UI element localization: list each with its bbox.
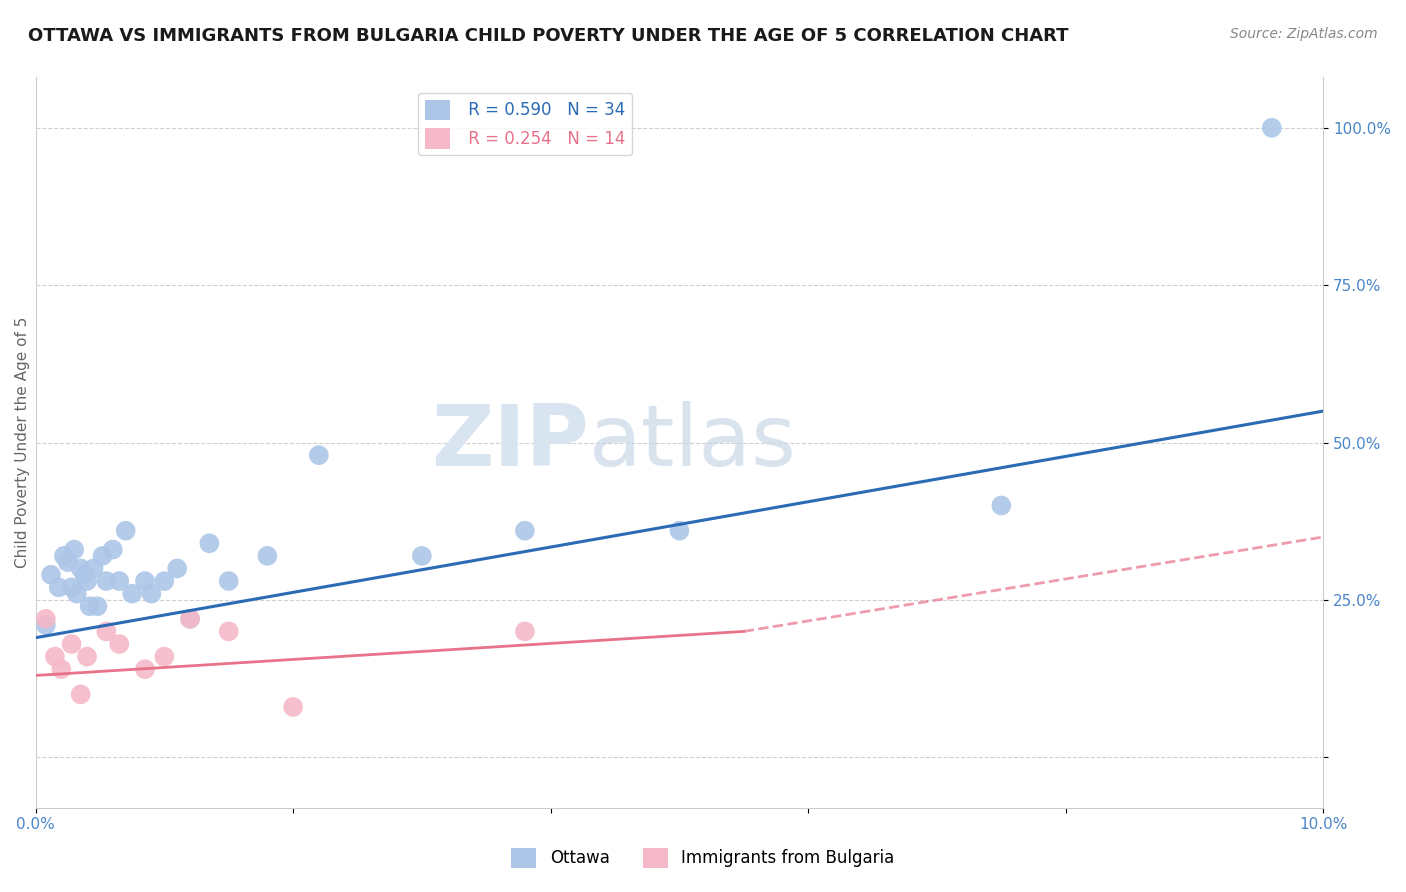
Point [153,649,176,664]
Point [66,587,89,601]
Point [76,649,98,664]
Point [56,555,79,569]
Point [1261,120,1284,135]
Point [51,662,73,676]
Text: ZIP: ZIP [432,401,589,484]
Point [96,574,118,588]
Point [96,624,118,639]
Point [52,549,75,563]
Point [86,599,108,614]
Point [101,542,124,557]
Point [668,524,690,538]
Text: atlas: atlas [589,401,797,484]
Point [141,587,163,601]
Legend:  R = 0.590   N = 34,  R = 0.254   N = 14: R = 0.590 N = 34, R = 0.254 N = 14 [418,93,631,155]
Point [513,624,536,639]
Point [91,549,114,563]
Text: OTTAWA VS IMMIGRANTS FROM BULGARIA CHILD POVERTY UNDER THE AGE OF 5 CORRELATION : OTTAWA VS IMMIGRANTS FROM BULGARIA CHILD… [28,27,1069,45]
Point [134,662,156,676]
Text: Source: ZipAtlas.com: Source: ZipAtlas.com [1230,27,1378,41]
Point [256,549,278,563]
Point [76,574,98,588]
Point [166,561,188,575]
Point [218,624,240,639]
Point [44,649,66,664]
Point [108,574,131,588]
Point [79,599,101,614]
Point [121,587,143,601]
Point [153,574,176,588]
Point [308,448,330,462]
Point [83,561,105,575]
Point [411,549,433,563]
Point [39,567,62,582]
Point [513,524,536,538]
Point [198,536,221,550]
Point [990,499,1012,513]
Point [134,574,156,588]
Y-axis label: Child Poverty Under the Age of 5: Child Poverty Under the Age of 5 [15,317,30,568]
Point [48,580,70,594]
Point [69,561,91,575]
Point [108,637,131,651]
Point [35,618,58,632]
Point [218,574,240,588]
Point [69,687,91,701]
Legend: Ottawa, Immigrants from Bulgaria: Ottawa, Immigrants from Bulgaria [505,841,901,875]
Point [60,580,83,594]
Point [114,524,136,538]
Point [63,542,86,557]
Point [281,700,304,714]
Point [179,612,201,626]
Point [73,567,96,582]
Point [35,612,58,626]
Point [60,637,83,651]
Point [179,612,201,626]
